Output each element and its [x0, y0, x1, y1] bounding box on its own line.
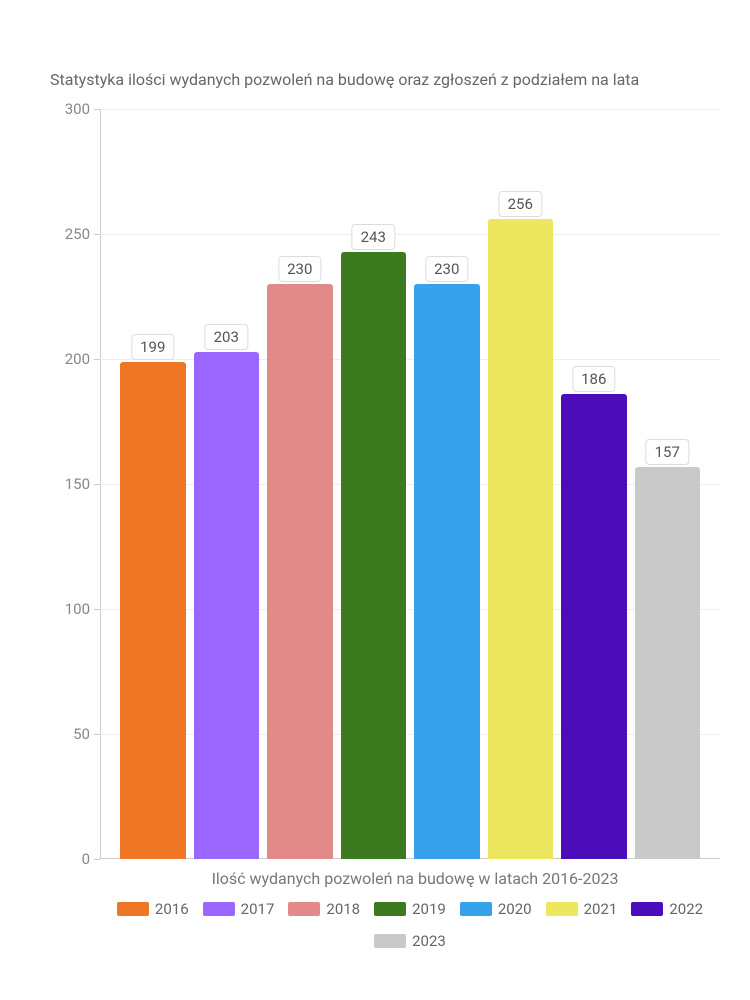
legend-swatch — [546, 902, 578, 916]
y-tick-label: 200 — [65, 350, 90, 368]
legend-swatch — [374, 902, 406, 916]
bar-2023: 157 — [635, 467, 701, 860]
legend: 2016 2017 2018 2019 2020 2021 2022 2023 — [100, 900, 720, 950]
legend-swatch — [288, 902, 320, 916]
bar-2020: 230 — [414, 284, 480, 859]
bar-value-label: 243 — [352, 224, 395, 250]
legend-item-2016: 2016 — [117, 900, 189, 918]
legend-label: 2021 — [584, 900, 618, 918]
bar-2017: 203 — [194, 352, 260, 860]
legend-item-2023: 2023 — [374, 932, 446, 950]
y-tick-label: 100 — [65, 600, 90, 618]
legend-item-2017: 2017 — [203, 900, 275, 918]
plot-area: 050100150200250300 199203230243230256186… — [100, 109, 720, 859]
legend-swatch — [374, 934, 406, 948]
chart-title: Statystyka ilości wydanych pozwoleń na b… — [50, 70, 730, 89]
y-tick-label: 0 — [82, 850, 90, 868]
legend-swatch — [631, 902, 663, 916]
y-tick-label: 150 — [65, 475, 90, 493]
bar-2016: 199 — [120, 362, 186, 860]
legend-swatch — [203, 902, 235, 916]
chart-container: Statystyka ilości wydanych pozwoleń na b… — [50, 70, 730, 940]
legend-swatch — [460, 902, 492, 916]
bar-value-label: 230 — [278, 256, 321, 282]
legend-label: 2023 — [412, 932, 446, 950]
bar-2018: 230 — [267, 284, 333, 859]
bar-value-label: 230 — [425, 256, 468, 282]
legend-label: 2018 — [326, 900, 360, 918]
bar-value-label: 256 — [499, 191, 542, 217]
legend-label: 2020 — [498, 900, 532, 918]
bar-value-label: 157 — [646, 439, 689, 465]
legend-item-2018: 2018 — [288, 900, 360, 918]
legend-label: 2016 — [155, 900, 189, 918]
bar-value-label: 203 — [205, 324, 248, 350]
legend-swatch — [117, 902, 149, 916]
bar-2021: 256 — [488, 219, 554, 859]
bar-2022: 186 — [561, 394, 627, 859]
bar-value-label: 199 — [131, 334, 174, 360]
y-tick-mark — [94, 859, 100, 860]
y-tick-label: 50 — [73, 725, 90, 743]
legend-item-2021: 2021 — [546, 900, 618, 918]
legend-item-2020: 2020 — [460, 900, 532, 918]
y-tick-label: 250 — [65, 225, 90, 243]
legend-label: 2017 — [241, 900, 275, 918]
y-axis: 050100150200250300 — [50, 109, 100, 859]
y-tick-label: 300 — [65, 100, 90, 118]
bar-2019: 243 — [341, 252, 407, 860]
bars-group: 199203230243230256186157 — [100, 109, 720, 859]
bar-value-label: 186 — [572, 366, 615, 392]
legend-label: 2022 — [669, 900, 703, 918]
legend-item-2019: 2019 — [374, 900, 446, 918]
legend-item-2022: 2022 — [631, 900, 703, 918]
x-axis-label: Ilość wydanych pozwoleń na budowę w lata… — [100, 869, 730, 888]
legend-label: 2019 — [412, 900, 446, 918]
